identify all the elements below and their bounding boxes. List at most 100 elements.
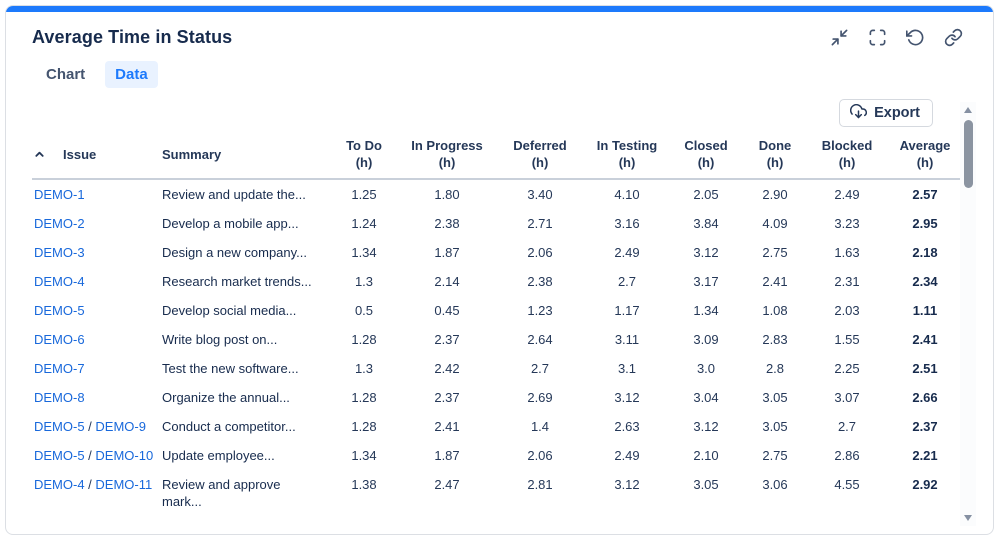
value-cell-todo: 1.34 [351, 245, 377, 260]
column-header-inprogress[interactable]: In Progress (h) [398, 131, 496, 180]
column-label: In Progress [411, 138, 483, 153]
summary-cell: Design a new company... [162, 245, 307, 260]
export-row: Export [6, 88, 993, 127]
table-header-row: Issue Summary To Do (h) In Progress (h) Deferr… [32, 131, 964, 180]
value-cell-inprogress: 2.37 [434, 390, 460, 405]
column-header-deferred[interactable]: Deferred (h) [496, 131, 584, 180]
issue-link[interactable]: DEMO-9 [95, 419, 146, 434]
issue-link[interactable]: DEMO-1 [34, 187, 85, 202]
table-row: DEMO-4 Research market trends... 1.3 2.14 2.… [32, 267, 964, 296]
fullscreen-icon[interactable] [868, 28, 887, 47]
table-row: DEMO-8 Organize the annual... 1.28 2.37 2.69… [32, 383, 964, 412]
data-table: Issue Summary To Do (h) In Progress (h) Deferr… [32, 131, 964, 516]
average-cell: 2.66 [912, 390, 938, 405]
link-icon[interactable] [944, 28, 963, 47]
column-header-done[interactable]: Done (h) [742, 131, 808, 180]
value-cell-todo: 1.3 [354, 274, 374, 289]
issue-cell: DEMO-8 [32, 383, 160, 412]
value-cell-deferred: 2.38 [527, 274, 553, 289]
collapse-icon[interactable] [830, 28, 849, 47]
column-header-summary[interactable]: Summary [160, 131, 330, 180]
summary-cell: Review and approve mark... [162, 477, 281, 509]
issue-link[interactable]: DEMO-10 [95, 448, 154, 463]
column-header-issue[interactable]: Issue [32, 131, 160, 180]
value-cell-deferred: 2.06 [527, 448, 553, 463]
average-cell: 2.57 [912, 187, 938, 202]
value-cell-inprogress: 2.42 [434, 361, 460, 376]
issue-link[interactable]: DEMO-11 [95, 477, 153, 492]
column-header-intesting[interactable]: In Testing (h) [584, 131, 670, 180]
issue-link[interactable]: DEMO-5 [34, 303, 85, 318]
issue-link[interactable]: DEMO-5 [34, 419, 85, 434]
value-cell-blocked: 2.03 [834, 303, 860, 318]
column-unit: (h) [766, 155, 784, 170]
value-cell-blocked: 3.23 [834, 216, 860, 231]
issue-link[interactable]: DEMO-5 [34, 448, 85, 463]
table-row: DEMO-5 Develop social media... 0.5 0.45 1.23… [32, 296, 964, 325]
issue-link[interactable]: DEMO-6 [34, 332, 85, 347]
column-header-blocked[interactable]: Blocked (h) [808, 131, 886, 180]
refresh-icon[interactable] [906, 28, 925, 47]
summary-cell: Test the new software... [162, 361, 299, 376]
value-cell-closed: 2.10 [693, 448, 719, 463]
average-cell: 2.18 [912, 245, 938, 260]
column-label: To Do [346, 138, 382, 153]
scrollbar-up-arrow-icon[interactable] [964, 107, 972, 113]
value-cell-deferred: 3.40 [527, 187, 553, 202]
column-header-closed[interactable]: Closed (h) [670, 131, 742, 180]
issue-link[interactable]: DEMO-2 [34, 216, 85, 231]
value-cell-deferred: 2.06 [527, 245, 553, 260]
value-cell-closed: 3.12 [693, 419, 719, 434]
issue-link[interactable]: DEMO-4 [34, 274, 85, 289]
value-cell-intesting: 3.16 [614, 216, 640, 231]
issue-link[interactable]: DEMO-7 [34, 361, 85, 376]
issue-link[interactable]: DEMO-4 [34, 477, 85, 492]
page-title: Average Time in Status [32, 27, 233, 47]
issue-link-separator: / [84, 477, 96, 492]
summary-cell: Develop social media... [162, 303, 297, 318]
widget-header: Average Time in Status [6, 12, 993, 48]
column-label: In Testing [596, 138, 658, 153]
table-row: DEMO-4 / DEMO-11 Review and approve mark.… [32, 470, 964, 516]
value-cell-deferred: 2.71 [527, 216, 553, 231]
widget-toolbar [830, 28, 963, 47]
column-header-average[interactable]: Average (h) [886, 131, 964, 180]
issue-cell: DEMO-4 [32, 267, 160, 296]
value-cell-intesting: 2.49 [614, 245, 640, 260]
column-label: Issue [63, 146, 97, 162]
column-label: Done [758, 138, 792, 153]
value-cell-intesting: 3.11 [614, 332, 640, 347]
tab-chart[interactable]: Chart [36, 61, 95, 88]
value-cell-blocked: 2.25 [834, 361, 860, 376]
value-cell-deferred: 2.81 [527, 477, 553, 492]
table-row: DEMO-7 Test the new software... 1.3 2.42 2.7… [32, 354, 964, 383]
issue-link-separator: / [84, 448, 96, 463]
vertical-scrollbar[interactable] [960, 102, 976, 526]
scrollbar-down-arrow-icon[interactable] [964, 515, 972, 521]
value-cell-todo: 1.34 [351, 448, 377, 463]
average-cell: 2.95 [912, 216, 938, 231]
value-cell-closed: 3.12 [693, 245, 719, 260]
column-header-todo[interactable]: To Do (h) [330, 131, 398, 180]
column-unit: (h) [438, 155, 456, 170]
issue-link[interactable]: DEMO-3 [34, 245, 85, 260]
value-cell-deferred: 1.23 [527, 303, 553, 318]
table-row: DEMO-2 Develop a mobile app... 1.24 2.38 2.7… [32, 209, 964, 238]
scrollbar-thumb[interactable] [963, 120, 973, 188]
data-table-wrap: Issue Summary To Do (h) In Progress (h) Deferr… [6, 127, 993, 516]
average-cell: 2.92 [912, 477, 938, 492]
issue-link[interactable]: DEMO-8 [34, 390, 85, 405]
export-button[interactable]: Export [839, 99, 933, 127]
value-cell-done: 3.06 [762, 477, 788, 492]
sort-ascending-icon[interactable] [34, 149, 45, 160]
value-cell-todo: 0.5 [354, 303, 374, 318]
value-cell-intesting: 2.7 [617, 274, 637, 289]
value-cell-inprogress: 1.87 [434, 448, 460, 463]
tab-data[interactable]: Data [105, 61, 158, 88]
value-cell-blocked: 3.07 [834, 390, 860, 405]
export-button-label: Export [874, 104, 920, 121]
value-cell-todo: 1.3 [354, 361, 374, 376]
value-cell-done: 2.75 [762, 245, 788, 260]
average-cell: 2.41 [912, 332, 938, 347]
value-cell-done: 4.09 [762, 216, 788, 231]
